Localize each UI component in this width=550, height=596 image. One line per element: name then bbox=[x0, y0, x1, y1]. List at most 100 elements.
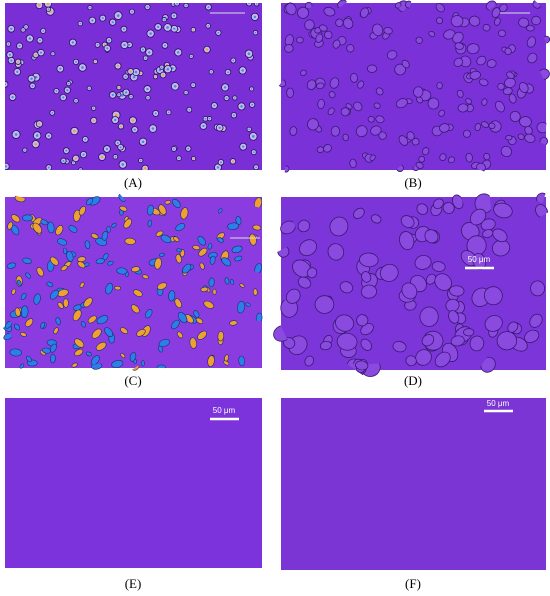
granule bbox=[450, 335, 465, 347]
granule bbox=[436, 17, 444, 25]
granule bbox=[355, 125, 368, 138]
granule bbox=[465, 152, 473, 163]
granule bbox=[81, 321, 86, 328]
granule bbox=[42, 30, 45, 32]
granule bbox=[463, 328, 475, 337]
granule bbox=[166, 26, 169, 29]
granule bbox=[319, 340, 332, 351]
granule bbox=[323, 6, 336, 17]
granule bbox=[84, 240, 91, 249]
granule bbox=[132, 75, 136, 79]
granule bbox=[18, 44, 21, 47]
granule bbox=[78, 167, 84, 170]
granule bbox=[124, 75, 127, 78]
granule bbox=[360, 7, 369, 19]
granules bbox=[1, 0, 550, 377]
granule bbox=[123, 43, 126, 47]
granule bbox=[453, 57, 464, 67]
granule bbox=[57, 302, 64, 309]
granule bbox=[67, 82, 70, 85]
granule bbox=[39, 51, 43, 54]
granule bbox=[143, 167, 147, 170]
granule bbox=[38, 122, 41, 126]
granule bbox=[31, 84, 34, 87]
granule bbox=[414, 255, 432, 270]
granule bbox=[411, 137, 420, 146]
granule bbox=[323, 144, 332, 153]
granule bbox=[6, 262, 17, 269]
granule bbox=[507, 321, 519, 333]
granule bbox=[190, 55, 193, 58]
granule bbox=[173, 84, 177, 88]
scale-bar-label: 50 μm bbox=[468, 255, 491, 264]
granule bbox=[175, 223, 186, 232]
granule bbox=[96, 315, 109, 325]
granule bbox=[49, 289, 59, 300]
granule bbox=[101, 231, 109, 241]
granule bbox=[91, 19, 94, 22]
granule bbox=[241, 145, 245, 148]
granule bbox=[5, 162, 10, 170]
granule bbox=[227, 222, 239, 230]
granule bbox=[103, 43, 106, 46]
granule bbox=[327, 243, 345, 261]
granule bbox=[323, 30, 333, 40]
granule bbox=[172, 14, 176, 17]
granule bbox=[373, 102, 381, 109]
granule bbox=[366, 64, 378, 73]
granule bbox=[46, 281, 54, 287]
granule bbox=[386, 50, 398, 60]
granule bbox=[530, 280, 546, 297]
granule bbox=[456, 89, 464, 98]
granule bbox=[123, 218, 132, 229]
granule bbox=[224, 277, 230, 285]
granule bbox=[314, 295, 335, 314]
granule bbox=[307, 118, 319, 131]
granule bbox=[160, 234, 172, 244]
granule bbox=[7, 43, 10, 45]
granule bbox=[154, 112, 157, 115]
granule bbox=[316, 82, 325, 90]
granule bbox=[10, 59, 13, 62]
granule bbox=[131, 10, 133, 13]
granule bbox=[353, 101, 363, 112]
granule bbox=[216, 166, 220, 169]
granule bbox=[383, 26, 393, 35]
granule bbox=[124, 91, 128, 94]
granule bbox=[518, 17, 530, 28]
granule bbox=[11, 214, 21, 223]
granule bbox=[92, 119, 95, 122]
granule bbox=[335, 18, 344, 28]
granule bbox=[166, 67, 170, 71]
granule bbox=[217, 31, 220, 34]
granule bbox=[72, 162, 75, 164]
granule bbox=[357, 80, 365, 89]
granule bbox=[469, 335, 485, 352]
granule bbox=[142, 274, 149, 280]
granule bbox=[198, 247, 208, 257]
granule bbox=[255, 3, 258, 5]
granule bbox=[77, 256, 87, 263]
granule bbox=[144, 57, 147, 59]
granule bbox=[172, 3, 174, 6]
granule bbox=[232, 114, 235, 117]
granule bbox=[443, 29, 456, 40]
granule bbox=[218, 126, 221, 129]
granule bbox=[353, 207, 365, 219]
granule bbox=[74, 348, 84, 357]
granule bbox=[20, 292, 27, 300]
granule bbox=[79, 22, 82, 25]
granule bbox=[202, 124, 205, 128]
granule bbox=[119, 205, 128, 212]
granule bbox=[77, 261, 86, 269]
granule bbox=[416, 203, 429, 215]
granule bbox=[73, 129, 76, 133]
granule bbox=[203, 300, 215, 309]
granule bbox=[118, 94, 120, 96]
granule bbox=[10, 27, 13, 30]
granule bbox=[236, 300, 245, 314]
granule bbox=[124, 237, 136, 245]
granule bbox=[304, 355, 315, 367]
granule bbox=[140, 360, 145, 367]
granule bbox=[375, 115, 385, 124]
